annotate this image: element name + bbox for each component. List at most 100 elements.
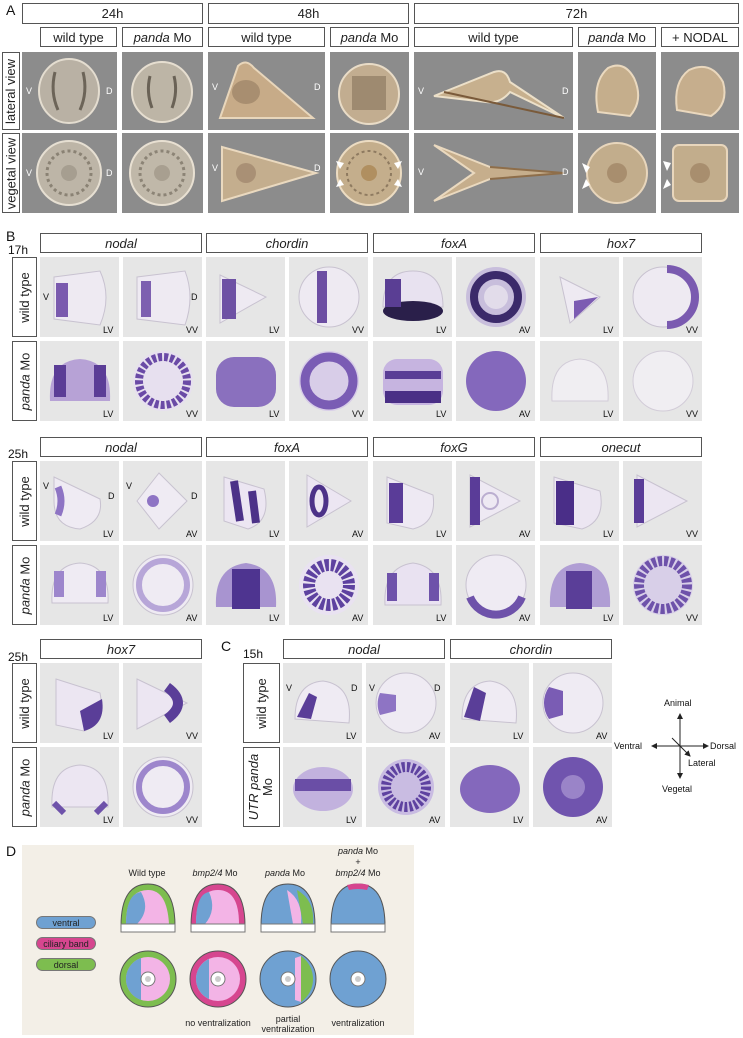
panel-c-letter: C: [221, 638, 232, 654]
ish-chordin-17h-panda-vv: VV: [289, 341, 368, 421]
ish-foxa-25h-panda-lv: LV: [206, 545, 285, 625]
gene-label-foxg-25h: foxG: [373, 437, 535, 457]
condition-panda-mo-24h: panda Mo: [122, 27, 203, 47]
axis-dorsal: Dorsal: [710, 741, 737, 751]
orientation-compass: Animal Vegetal Ventral Dorsal Lateral: [614, 690, 740, 800]
row-label-utr-panda-mo: UTR panda Mo: [243, 747, 280, 827]
d-caption-ventralization: ventralization: [331, 1018, 385, 1028]
ish-hox7-17h-panda-lv: LV: [540, 341, 619, 421]
gene-label-chordin-17h: chordin: [206, 233, 368, 253]
row-label-lateral-view: lateral view: [2, 52, 20, 130]
legend-ventral: ventral: [36, 916, 96, 929]
ish-chordin-15h-utr-av: AV: [533, 747, 612, 827]
ish-nodal-25h-panda-lv: LV: [40, 545, 119, 625]
ish-foxg-25h-wt-lv: LV: [373, 461, 452, 541]
ish-nodal-15h-wt-lv: V D LV: [283, 663, 362, 743]
schematic-wt-lateral: [117, 880, 179, 942]
time-15h: 15h: [243, 647, 264, 661]
row-label-wild-type-15h: wild type: [243, 663, 280, 743]
schematic-bmp-vegetal: [187, 948, 249, 1010]
ish-foxg-25h-panda-av: AV: [456, 545, 535, 625]
ish-nodal-25h-wt-lv: V D LV: [40, 461, 119, 541]
gene-label-nodal-15h: nodal: [283, 639, 445, 659]
row-label-panda-mo-17h: panda Mo: [12, 341, 37, 421]
d-col-panda-bmp-mo: panda Mo + bmp2/4 Mo: [335, 846, 381, 878]
ish-hox7-25h-panda-vv: VV: [123, 747, 202, 827]
schematic-panda-vegetal: [257, 948, 319, 1010]
time-17h: 17h: [8, 243, 29, 257]
gene-label-foxa-25h: foxA: [206, 437, 368, 457]
ish-onecut-25h-panda-vv: VV: [623, 545, 702, 625]
schematic-wt-vegetal: [117, 948, 179, 1010]
row-label-wild-type-hox7: wild type: [12, 663, 37, 743]
ish-nodal-17h-panda-lv: LV: [40, 341, 119, 421]
ish-nodal-17h-wt-vv: D VV: [123, 257, 202, 337]
gene-label-nodal-25h: nodal: [40, 437, 202, 457]
gene-label-chordin-15h: chordin: [450, 639, 612, 659]
micrograph-a-lateral-72h-nodal: [661, 52, 739, 130]
ish-foxa-25h-wt-lv: LV: [206, 461, 285, 541]
ish-foxa-25h-wt-av: AV: [289, 461, 368, 541]
condition-wild-type-72h: wild type: [414, 27, 573, 47]
ish-hox7-17h-wt-vv: VV: [623, 257, 702, 337]
ish-hox7-25h-wt-vv: VV: [123, 663, 202, 743]
ish-nodal-15h-utr-lv: LV: [283, 747, 362, 827]
d-col-panda-mo: panda Mo: [264, 868, 306, 878]
axis-animal: Animal: [664, 698, 692, 708]
schematic-bmp-lateral: [187, 880, 249, 942]
micrograph-a-vegetal-72h-panda: [578, 133, 656, 213]
micrograph-a-vegetal-72h-nodal: [661, 133, 739, 213]
time-label-72h: 72h: [414, 3, 739, 24]
gene-label-hox7-17h: hox7: [540, 233, 702, 253]
ish-foxa-17h-wt-lv: LV: [373, 257, 452, 337]
condition-wild-type-48h: wild type: [208, 27, 325, 47]
gene-label-foxa-17h: foxA: [373, 233, 535, 253]
panel-b-letter: B: [6, 228, 16, 244]
ish-foxa-17h-wt-av: AV: [456, 257, 535, 337]
condition-plus-nodal-72h: + NODAL: [661, 27, 739, 47]
time-label-48h: 48h: [208, 3, 409, 24]
micrograph-a-vegetal-48h-panda: [330, 133, 409, 213]
axis-ventral: Ventral: [614, 741, 643, 751]
gene-label-hox7-25h: hox7: [40, 639, 202, 659]
d-col-bmp-mo: bmp2/4 Mo: [192, 868, 238, 878]
ish-foxg-25h-wt-av: AV: [456, 461, 535, 541]
condition-panda-mo-72h: panda Mo: [578, 27, 656, 47]
schematic-panda-lateral: [257, 880, 319, 942]
schematic-panda-bmp-lateral: [327, 880, 389, 942]
time-label-24h: 24h: [22, 3, 203, 24]
ish-nodal-15h-wt-av: V D AV: [366, 663, 445, 743]
ish-hox7-25h-panda-lv: LV: [40, 747, 119, 827]
ish-foxa-17h-panda-lv: LV: [373, 341, 452, 421]
ish-foxg-25h-panda-lv: LV: [373, 545, 452, 625]
ish-chordin-15h-wt-lv: LV: [450, 663, 529, 743]
axis-lateral: Lateral: [688, 758, 716, 768]
time-25h-hox7: 25h: [8, 650, 29, 664]
legend-ciliary-band: ciliary band: [36, 937, 96, 950]
ish-nodal-25h-wt-av: V D AV: [123, 461, 202, 541]
ish-foxa-17h-panda-av: AV: [456, 341, 535, 421]
ish-foxa-25h-panda-av: AV: [289, 545, 368, 625]
legend-dorsal: dorsal: [36, 958, 96, 971]
gene-label-onecut-25h: onecut: [540, 437, 702, 457]
ish-chordin-17h-wt-lv: LV: [206, 257, 285, 337]
ish-chordin-15h-wt-av: AV: [533, 663, 612, 743]
time-25h: 25h: [8, 447, 29, 461]
ish-chordin-17h-panda-lv: LV: [206, 341, 285, 421]
gene-label-nodal-17h: nodal: [40, 233, 202, 253]
d-col-wild-type: Wild type: [128, 868, 166, 878]
row-label-panda-mo-hox7: panda Mo: [12, 747, 37, 827]
ish-nodal-25h-panda-av: AV: [123, 545, 202, 625]
micrograph-a-vegetal-24h-panda: [122, 133, 203, 213]
micrograph-a-lateral-24h-panda: [122, 52, 203, 130]
ish-hox7-17h-panda-vv: VV: [623, 341, 702, 421]
condition-panda-mo-48h: panda Mo: [330, 27, 409, 47]
row-label-vegetal-view: vegetal view: [2, 133, 20, 213]
row-label-panda-mo-25h: panda Mo: [12, 545, 37, 625]
schematic-panda-bmp-vegetal: [327, 948, 389, 1010]
